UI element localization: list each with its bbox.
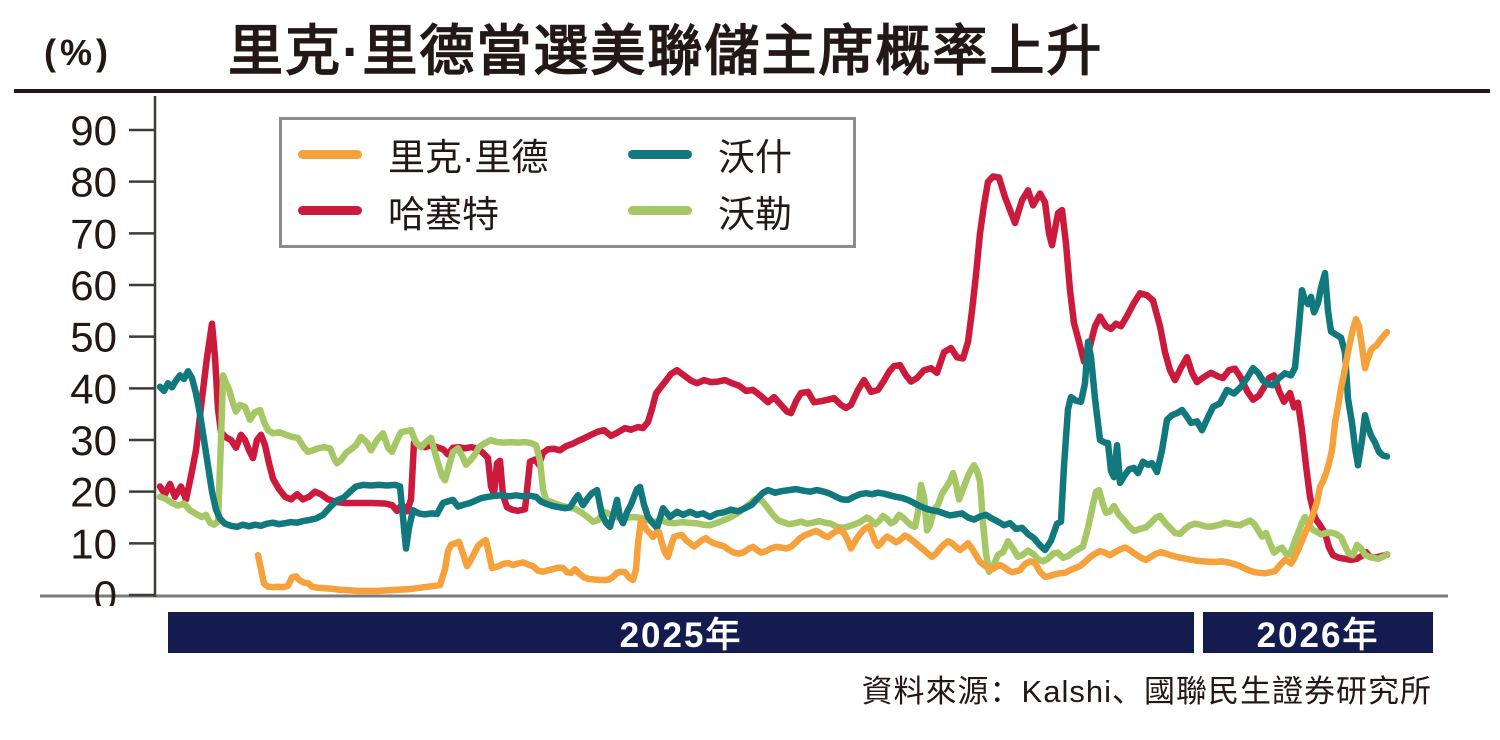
x-axis-band-2025-label: 2025年 bbox=[619, 616, 743, 655]
hassett-line-swatch bbox=[298, 206, 362, 216]
y-axis-unit-label: (%) bbox=[44, 32, 112, 73]
rieder-line-swatch bbox=[298, 149, 362, 159]
x-axis-band-2026: 2026年 bbox=[1203, 612, 1433, 655]
waller-line-swatch bbox=[628, 206, 692, 216]
y-axis-tick-label: 70 bbox=[70, 210, 117, 257]
source-note: 資料來源：Kalshi、國聯民生證券研究所 bbox=[861, 674, 1432, 709]
series-line-rieder bbox=[254, 315, 1391, 595]
legend-item-warsh: 沃什 bbox=[628, 126, 853, 183]
y-axis-tick-label: 0 bbox=[94, 572, 117, 606]
series-line-hassett bbox=[156, 173, 1391, 564]
series-line-waller bbox=[156, 372, 1391, 575]
y-axis-tick-label: 50 bbox=[70, 314, 117, 361]
legend-label-hassett: 哈塞特 bbox=[388, 193, 499, 235]
legend-label-waller: 沃勒 bbox=[718, 193, 792, 235]
legend-label-warsh: 沃什 bbox=[718, 137, 792, 179]
x-axis-band-2025: 2025年 bbox=[168, 612, 1194, 655]
series-line-warsh bbox=[156, 269, 1391, 554]
legend-label-rieder: 里克·里德 bbox=[388, 137, 549, 179]
warsh-line-swatch bbox=[628, 149, 692, 159]
legend-item-hassett: 哈塞特 bbox=[298, 183, 628, 240]
y-axis-tick-label: 80 bbox=[70, 159, 117, 206]
legend: 里克·里德 哈塞特 沃什 沃勒 bbox=[279, 117, 856, 248]
y-axis-tick-label: 30 bbox=[70, 417, 117, 464]
x-axis-band-2026-label: 2026年 bbox=[1256, 616, 1380, 655]
y-axis-tick-label: 40 bbox=[70, 365, 117, 412]
legend-item-rieder: 里克·里德 bbox=[298, 126, 628, 183]
title-divider bbox=[14, 89, 1490, 93]
y-axis-tick-label: 60 bbox=[70, 262, 117, 309]
y-axis-tick-label: 20 bbox=[70, 469, 117, 516]
y-axis-tick-label: 10 bbox=[70, 520, 117, 567]
chart-title: 里克·里德當選美聯儲主席概率上升 bbox=[228, 20, 1104, 82]
y-axis-tick-label: 90 bbox=[70, 107, 117, 154]
legend-item-waller: 沃勒 bbox=[628, 183, 853, 240]
